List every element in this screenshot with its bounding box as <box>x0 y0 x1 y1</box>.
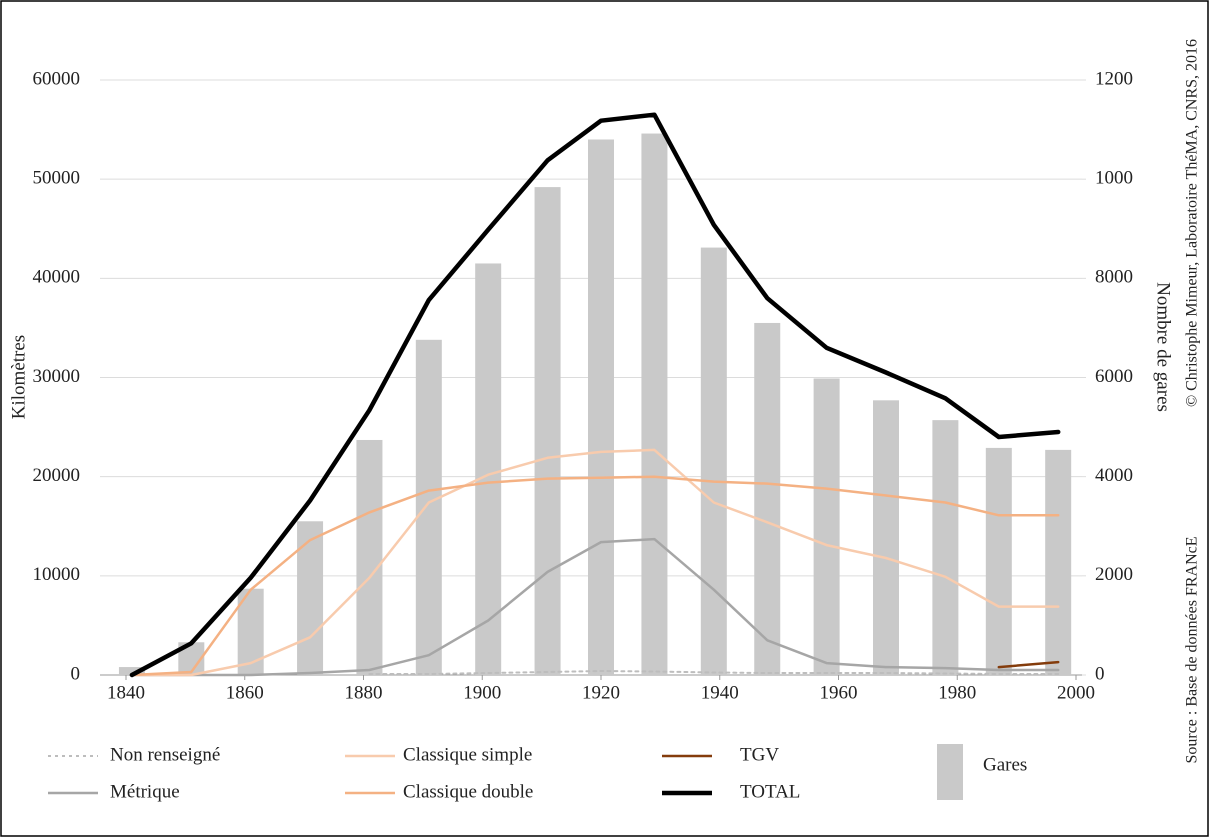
y-tick-label: 30000 <box>33 366 81 387</box>
y2-tick-label: 6000 <box>1095 366 1133 387</box>
y-tick-label: 10000 <box>33 564 81 585</box>
y-tick-label: 0 <box>71 663 81 684</box>
x-tick-label: 1880 <box>345 682 383 703</box>
line-series <box>129 112 1061 678</box>
bar <box>1045 449 1072 675</box>
legend-label: Métrique <box>110 781 180 802</box>
line-series <box>130 475 1060 677</box>
x-tick-label: 1940 <box>701 682 739 703</box>
bar <box>356 439 383 675</box>
bar <box>700 247 727 675</box>
bar <box>932 420 959 675</box>
line-series <box>130 448 1060 677</box>
legend-label: Gares <box>983 754 1027 775</box>
x-tick-label: 1960 <box>820 682 858 703</box>
legend-label: TOTAL <box>740 781 800 802</box>
y-axis-label: Kilomètres <box>8 335 29 419</box>
bar <box>297 521 324 675</box>
bar <box>813 378 840 675</box>
y-tick-label: 60000 <box>33 68 81 89</box>
y2-tick-label: 2000 <box>1095 564 1133 585</box>
bar <box>985 447 1012 675</box>
legend-label: Non renseigné <box>110 744 220 765</box>
x-tick-label: 1900 <box>463 682 501 703</box>
bar <box>475 263 502 675</box>
y2-tick-label: 0 <box>1095 663 1105 684</box>
legend-swatch <box>937 744 963 800</box>
source: Source : Base de données FRANcE <box>1184 536 1201 763</box>
line-series <box>997 660 1060 669</box>
x-tick-label: 1840 <box>107 682 145 703</box>
x-tick-label: 1920 <box>582 682 620 703</box>
bar <box>873 400 899 675</box>
x-tick-label: 1860 <box>226 682 264 703</box>
y-tick-label: 20000 <box>33 465 81 486</box>
credit: © Christophe Mimeur, Laboratoire ThéMA, … <box>1184 39 1201 407</box>
bar <box>534 187 561 675</box>
y2-axis-label: Nombre de gares <box>1153 282 1174 412</box>
x-tick-label: 1980 <box>938 682 976 703</box>
legend-label: Classique double <box>403 781 533 802</box>
bar <box>415 339 442 675</box>
line-series <box>130 537 1060 677</box>
y2-tick-label: 4000 <box>1095 465 1133 486</box>
bar <box>641 133 668 676</box>
y2-tick-label: 8000 <box>1095 267 1133 288</box>
y2-tick-label: 1200 <box>1095 68 1133 89</box>
x-tick-label: 2000 <box>1057 682 1095 703</box>
y-tick-label: 40000 <box>33 267 81 288</box>
bar <box>118 667 145 675</box>
y2-tick-label: 1000 <box>1095 168 1133 189</box>
bar <box>588 139 614 675</box>
legend-label: Classique simple <box>403 744 532 765</box>
bar <box>754 322 781 675</box>
legend-label: TGV <box>740 744 779 765</box>
line-series <box>368 670 1060 675</box>
y-tick-label: 50000 <box>33 168 81 189</box>
